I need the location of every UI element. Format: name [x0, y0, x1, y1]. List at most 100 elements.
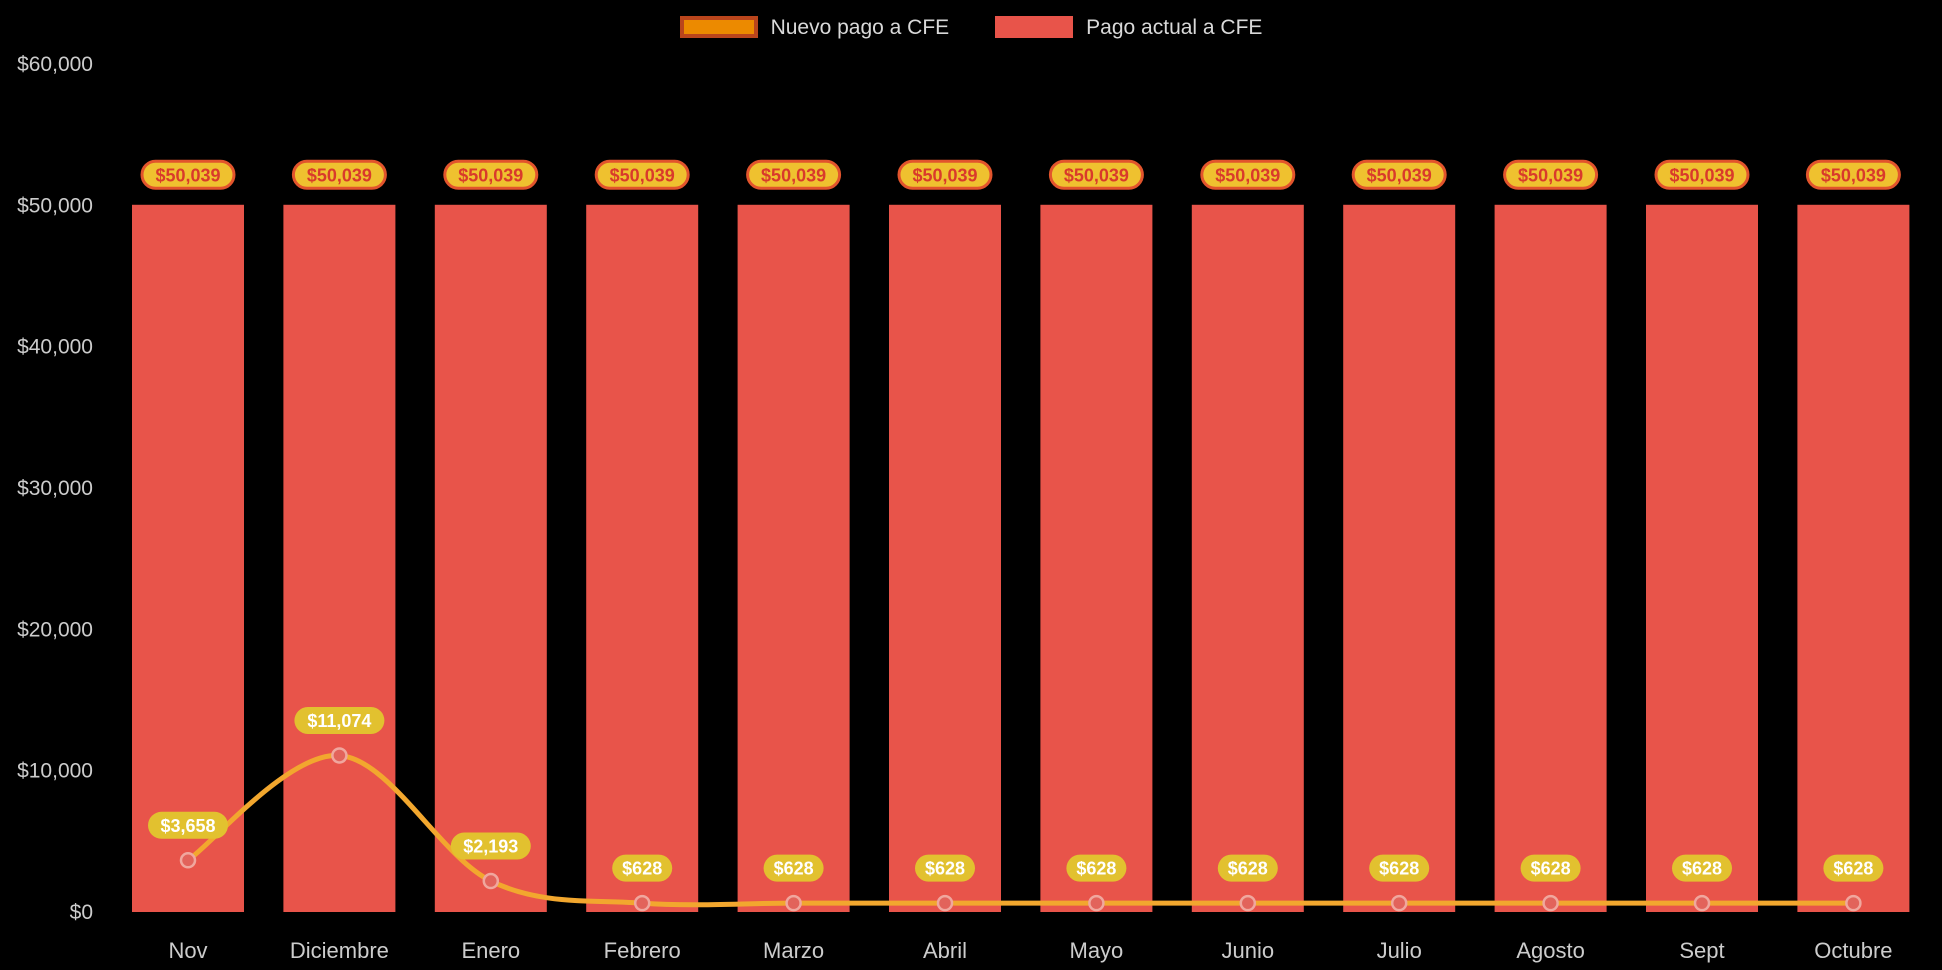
bar-value-label: $50,039 [897, 159, 993, 190]
svg-text:$628: $628 [1379, 859, 1419, 879]
svg-text:$50,039: $50,039 [1064, 165, 1129, 185]
line-point-Mayo [1088, 894, 1105, 912]
svg-text:$50,039: $50,039 [1367, 165, 1432, 185]
svg-text:$50,039: $50,039 [761, 165, 826, 185]
svg-text:$3,658: $3,658 [160, 816, 215, 836]
line-point-Sept [1693, 894, 1711, 912]
line-value-label: $628 [1066, 854, 1127, 882]
bar-value-label: $50,039 [443, 159, 539, 190]
line-point-Enero [482, 872, 500, 890]
y-axis-tick-label: $60,000 [17, 53, 93, 76]
legend-item-nuevo-pago[interactable]: Nuevo pago a CFE [679, 15, 950, 39]
line-value-label: $628 [612, 854, 673, 882]
x-axis-label-Marzo: Marzo [763, 938, 824, 963]
svg-text:$628: $628 [1833, 859, 1873, 879]
svg-text:$50,039: $50,039 [458, 165, 523, 185]
x-axis-label-Abril: Abril [923, 938, 967, 963]
line-value-label: $628 [1520, 854, 1581, 882]
svg-text:$50,039: $50,039 [912, 165, 977, 185]
x-axis-label-Octubre: Octubre [1814, 938, 1892, 963]
line-point-Julio [1390, 894, 1408, 912]
svg-text:$50,039: $50,039 [155, 165, 220, 185]
legend-label-nuevo-pago: Nuevo pago a CFE [770, 15, 950, 39]
legend-label-pago-actual: Pago actual a CFE [1086, 15, 1263, 39]
bar-Abril [889, 204, 1001, 913]
line-value-label: $628 [1217, 854, 1278, 882]
svg-text:$11,074: $11,074 [307, 711, 371, 731]
line-value-label: $11,074 [294, 706, 385, 734]
svg-text:$2,193: $2,193 [463, 837, 518, 857]
line-point-Octubre [1845, 894, 1862, 912]
svg-text:$628: $628 [1682, 859, 1722, 879]
line-series-path [185, 752, 1856, 908]
svg-text:$628: $628 [622, 859, 662, 879]
bar-value-label: $50,039 [1200, 159, 1296, 190]
bar-value-label: $50,039 [1805, 159, 1901, 190]
line-value-label: $628 [1369, 854, 1430, 882]
line-point-Febrero [633, 894, 651, 912]
line-point-Abril [936, 894, 954, 912]
line-value-label: $2,193 [450, 832, 531, 860]
legend-swatch-pago-actual-icon [995, 16, 1074, 38]
x-axis-label-Mayo: Mayo [1070, 938, 1124, 963]
line-point-Nov [179, 852, 197, 869]
svg-text:$50,039: $50,039 [1518, 165, 1583, 185]
bar-Nov [132, 204, 244, 913]
bar-Febrero [586, 204, 699, 913]
x-axis-label-Diciembre: Diciembre [290, 938, 389, 963]
bar-value-label: $50,039 [1351, 159, 1447, 190]
x-axis-label-Enero: Enero [461, 938, 520, 963]
line-point-Agosto [1542, 894, 1559, 912]
chart-legend: Nuevo pago a CFE Pago actual a CFE [0, 16, 1942, 38]
svg-text:$50,039: $50,039 [1821, 165, 1886, 185]
svg-text:$50,039: $50,039 [307, 165, 372, 185]
bar-Agosto [1494, 204, 1607, 913]
svg-text:$628: $628 [1076, 859, 1116, 879]
bar-value-label: $50,039 [746, 159, 842, 190]
bar-Diciembre [283, 204, 396, 913]
line-value-label: $628 [1672, 854, 1732, 882]
line-value-label: $628 [915, 854, 975, 882]
bar-Mayo [1040, 204, 1153, 913]
y-axis-tick-label: $50,000 [17, 194, 93, 217]
bar-Octubre [1797, 204, 1910, 913]
bar-value-label: $50,039 [1048, 159, 1144, 190]
bar-value-label: $50,039 [291, 159, 387, 190]
y-axis-tick-label: $20,000 [17, 618, 93, 641]
bar-Sept [1646, 204, 1758, 913]
bar-Enero [434, 204, 547, 913]
svg-text:$50,039: $50,039 [1215, 165, 1280, 185]
bar-Marzo [737, 204, 850, 913]
x-axis-label-Julio: Julio [1377, 938, 1422, 963]
line-value-label: $628 [1823, 854, 1884, 882]
x-axis-label-Junio: Junio [1222, 938, 1275, 963]
bar-Julio [1343, 204, 1456, 913]
bar-value-label: $50,039 [140, 159, 236, 190]
x-axis-label-Nov: Nov [168, 938, 207, 963]
svg-text:$628: $628 [925, 859, 965, 879]
svg-text:$628: $628 [774, 859, 814, 879]
bar-value-label: $50,039 [594, 159, 690, 190]
bar-value-label: $50,039 [1503, 159, 1599, 190]
line-point-Marzo [785, 894, 802, 912]
line-point-Junio [1239, 894, 1257, 912]
bar-Junio [1191, 204, 1304, 913]
line-value-label: $3,658 [148, 811, 228, 839]
line-point-Diciembre [331, 747, 348, 764]
y-axis-tick-label: $0 [70, 901, 93, 924]
x-axis-label-Sept: Sept [1679, 938, 1724, 963]
svg-text:$628: $628 [1228, 859, 1268, 879]
svg-text:$50,039: $50,039 [1669, 165, 1734, 185]
bar-value-label: $50,039 [1654, 159, 1750, 190]
legend-item-pago-actual[interactable]: Pago actual a CFE [995, 16, 1262, 38]
x-axis-label-Agosto: Agosto [1516, 938, 1585, 963]
svg-text:$50,039: $50,039 [610, 165, 675, 185]
y-axis-tick-label: $30,000 [17, 477, 93, 500]
legend-swatch-nuevo-pago-icon [679, 16, 758, 38]
y-axis-tick-label: $10,000 [17, 760, 93, 783]
svg-text:$628: $628 [1531, 859, 1571, 879]
line-value-label: $628 [763, 854, 824, 882]
x-axis-label-Febrero: Febrero [604, 938, 681, 963]
